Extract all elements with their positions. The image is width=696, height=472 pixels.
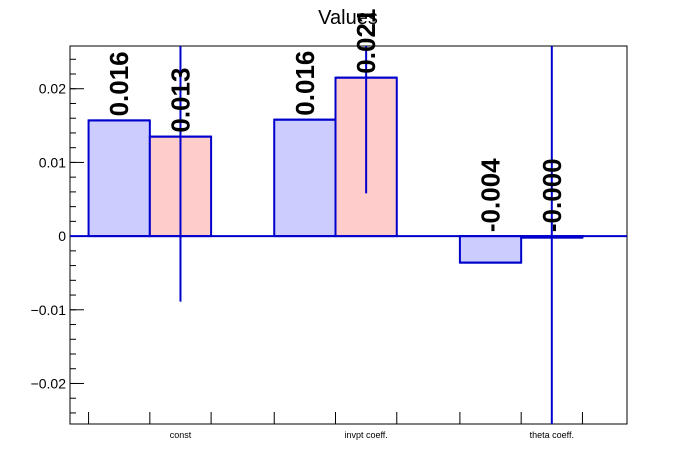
bar [273, 118, 337, 238]
plot-frame [69, 45, 628, 425]
data-label: -0.004 [476, 158, 506, 232]
x-category-label: const [170, 430, 192, 440]
y-tick-label: 0.02 [39, 81, 66, 97]
x-category-label: invpt coeff. [344, 430, 387, 440]
bar [458, 235, 523, 264]
y-tick-label: −0.01 [31, 302, 67, 318]
data-label: 0.021 [351, 9, 381, 74]
bar [87, 119, 151, 238]
chart-title: Values [318, 7, 378, 29]
y-tick-label: −0.02 [31, 375, 67, 391]
data-label: 0.013 [165, 68, 195, 133]
y-tick-label: 0 [58, 228, 66, 244]
y-tick-label: 0.01 [39, 154, 66, 170]
data-label: 0.016 [290, 51, 320, 116]
x-category-label: theta coeff. [530, 430, 574, 440]
data-label: -0.000 [537, 158, 567, 232]
data-label: 0.016 [104, 51, 134, 116]
plot-area: −0.02 −0.01 0 0.01 0.02 const invpt coeff. thet… [31, 9, 628, 440]
